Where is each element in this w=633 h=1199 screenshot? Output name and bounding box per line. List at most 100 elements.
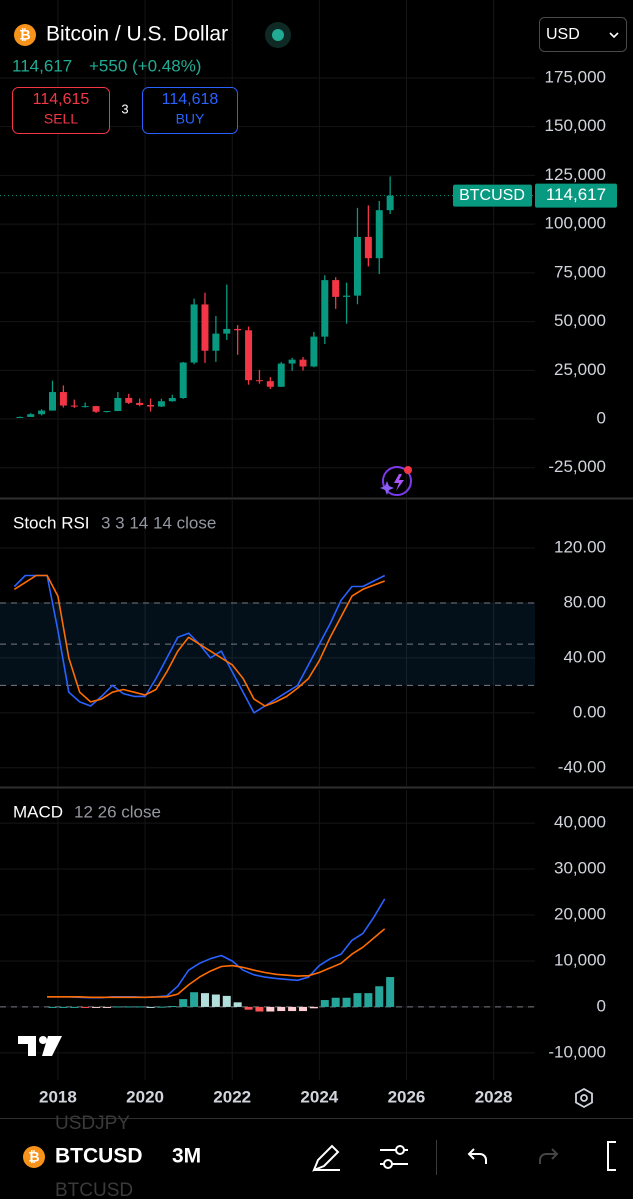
sell-button[interactable] [12,87,110,134]
y-tick-label: 175,000 [545,67,606,86]
toolbar-bitcoin-icon [23,1146,45,1168]
y-tick-label: 50,000 [554,311,606,330]
price-tag-symbol-box [453,184,532,207]
tv-logo [18,1036,62,1056]
candle-body [375,210,383,259]
slider-knob [383,1159,393,1169]
candle-body [212,333,220,351]
y-tick-label: 0.00 [573,702,606,721]
y-tick-label: 75,000 [554,262,606,281]
candle-body [201,304,209,351]
buy-price[interactable]: 114,618 [162,91,219,108]
settings-icon[interactable] [575,1087,593,1109]
histogram-bar [288,1006,297,1012]
candle-body [223,328,231,334]
candle-body [114,397,122,412]
y-tick-label: 100,000 [545,214,606,233]
buy-button[interactable] [142,87,238,134]
y-tick-label: 150,000 [545,116,606,135]
y-tick-label: 30,000 [554,859,606,878]
assistant-sparkle [380,481,394,495]
price-tag-box [535,183,617,208]
y-tick-label: 10,000 [554,950,606,969]
histogram-bar [200,993,209,1007]
currency-select[interactable] [539,17,627,52]
candle-body [157,401,165,407]
histogram-bar [135,1006,144,1008]
candle-body [16,416,24,418]
toolbar-interval[interactable]: 3M [172,1145,201,1168]
market-status-dot [272,29,284,41]
faded-symbol: BTCUSD [55,1180,133,1199]
x-tick-label: 2026 [388,1087,426,1106]
histogram-bar [342,997,351,1007]
y-tick-label: -10,000 [548,1042,606,1061]
histogram-bar [233,1002,242,1007]
tv-logo-part [39,1036,47,1044]
currency-label[interactable]: USD [546,26,580,43]
y-tick-label: -40.00 [558,757,606,776]
assistant-bolt [394,474,404,491]
fullscreen-button[interactable] [607,1141,616,1171]
histogram-bar [320,1000,329,1007]
tv-logo-part [42,1036,62,1056]
candle-body [299,359,307,367]
sell-label[interactable]: SELL [44,111,78,127]
candle-body [92,406,100,412]
undo-button[interactable] [467,1148,487,1164]
histogram-bar [277,1006,286,1012]
candle-body [38,410,46,415]
indicator-line [47,928,386,999]
currency-caret [609,32,619,39]
histogram-bar [157,1006,166,1008]
histogram-bar [124,1006,133,1008]
bitcoin-icon [14,24,36,46]
toolbar-symbol[interactable]: BTCUSD [55,1145,143,1168]
sell-price[interactable]: 114,615 [33,91,90,108]
candle-body [81,406,89,408]
histogram-bar [92,1006,101,1008]
candle-body [59,392,67,406]
histogram-bar [222,995,231,1007]
tv-logo-part [18,1036,36,1056]
histogram-bar [48,1006,57,1008]
candle-body [48,392,56,411]
macd-title: MACD [13,802,63,821]
histogram-bar [364,993,373,1007]
candle-body [255,380,263,382]
indicators-tool[interactable] [380,1145,408,1169]
candle-body [136,402,144,406]
x-tick-label: 2022 [213,1087,251,1106]
candle-body [245,330,253,381]
draw-tool[interactable] [312,1144,340,1172]
y-tick-label: 40.00 [563,647,606,666]
candle-body [125,397,133,403]
bitcoin-icon-glyph: ₿ [19,27,30,43]
histogram-bar [266,1006,275,1012]
stoch-params: 3 3 14 14 close [101,513,216,532]
candle-body [70,405,78,407]
assistant-icon[interactable] [380,466,412,496]
symbol-title: Bitcoin / U.S. Dollar [46,23,228,46]
x-tick-label: 2028 [475,1087,513,1106]
y-tick-label: 80.00 [563,592,606,611]
buy-label[interactable]: BUY [176,111,205,127]
last-price: 114,617 [12,56,72,75]
candle-body [266,381,274,387]
x-tick-label: 2024 [300,1087,338,1106]
y-tick-label: 40,000 [554,813,606,832]
assistant-ring [382,466,412,496]
candle-body [147,405,155,407]
histogram-bar [375,986,384,1007]
redo-button[interactable] [539,1148,559,1164]
histogram-bar [299,1006,308,1012]
y-tick-label: 125,000 [545,165,606,184]
x-tick-label: 2018 [39,1087,77,1106]
candle-body [310,336,318,367]
candle-body [234,328,242,331]
candle-body [288,359,296,364]
settings-icon-center [580,1094,588,1102]
histogram-bar [309,1006,318,1009]
histogram-bar [113,1006,122,1008]
candle-body [103,411,111,413]
